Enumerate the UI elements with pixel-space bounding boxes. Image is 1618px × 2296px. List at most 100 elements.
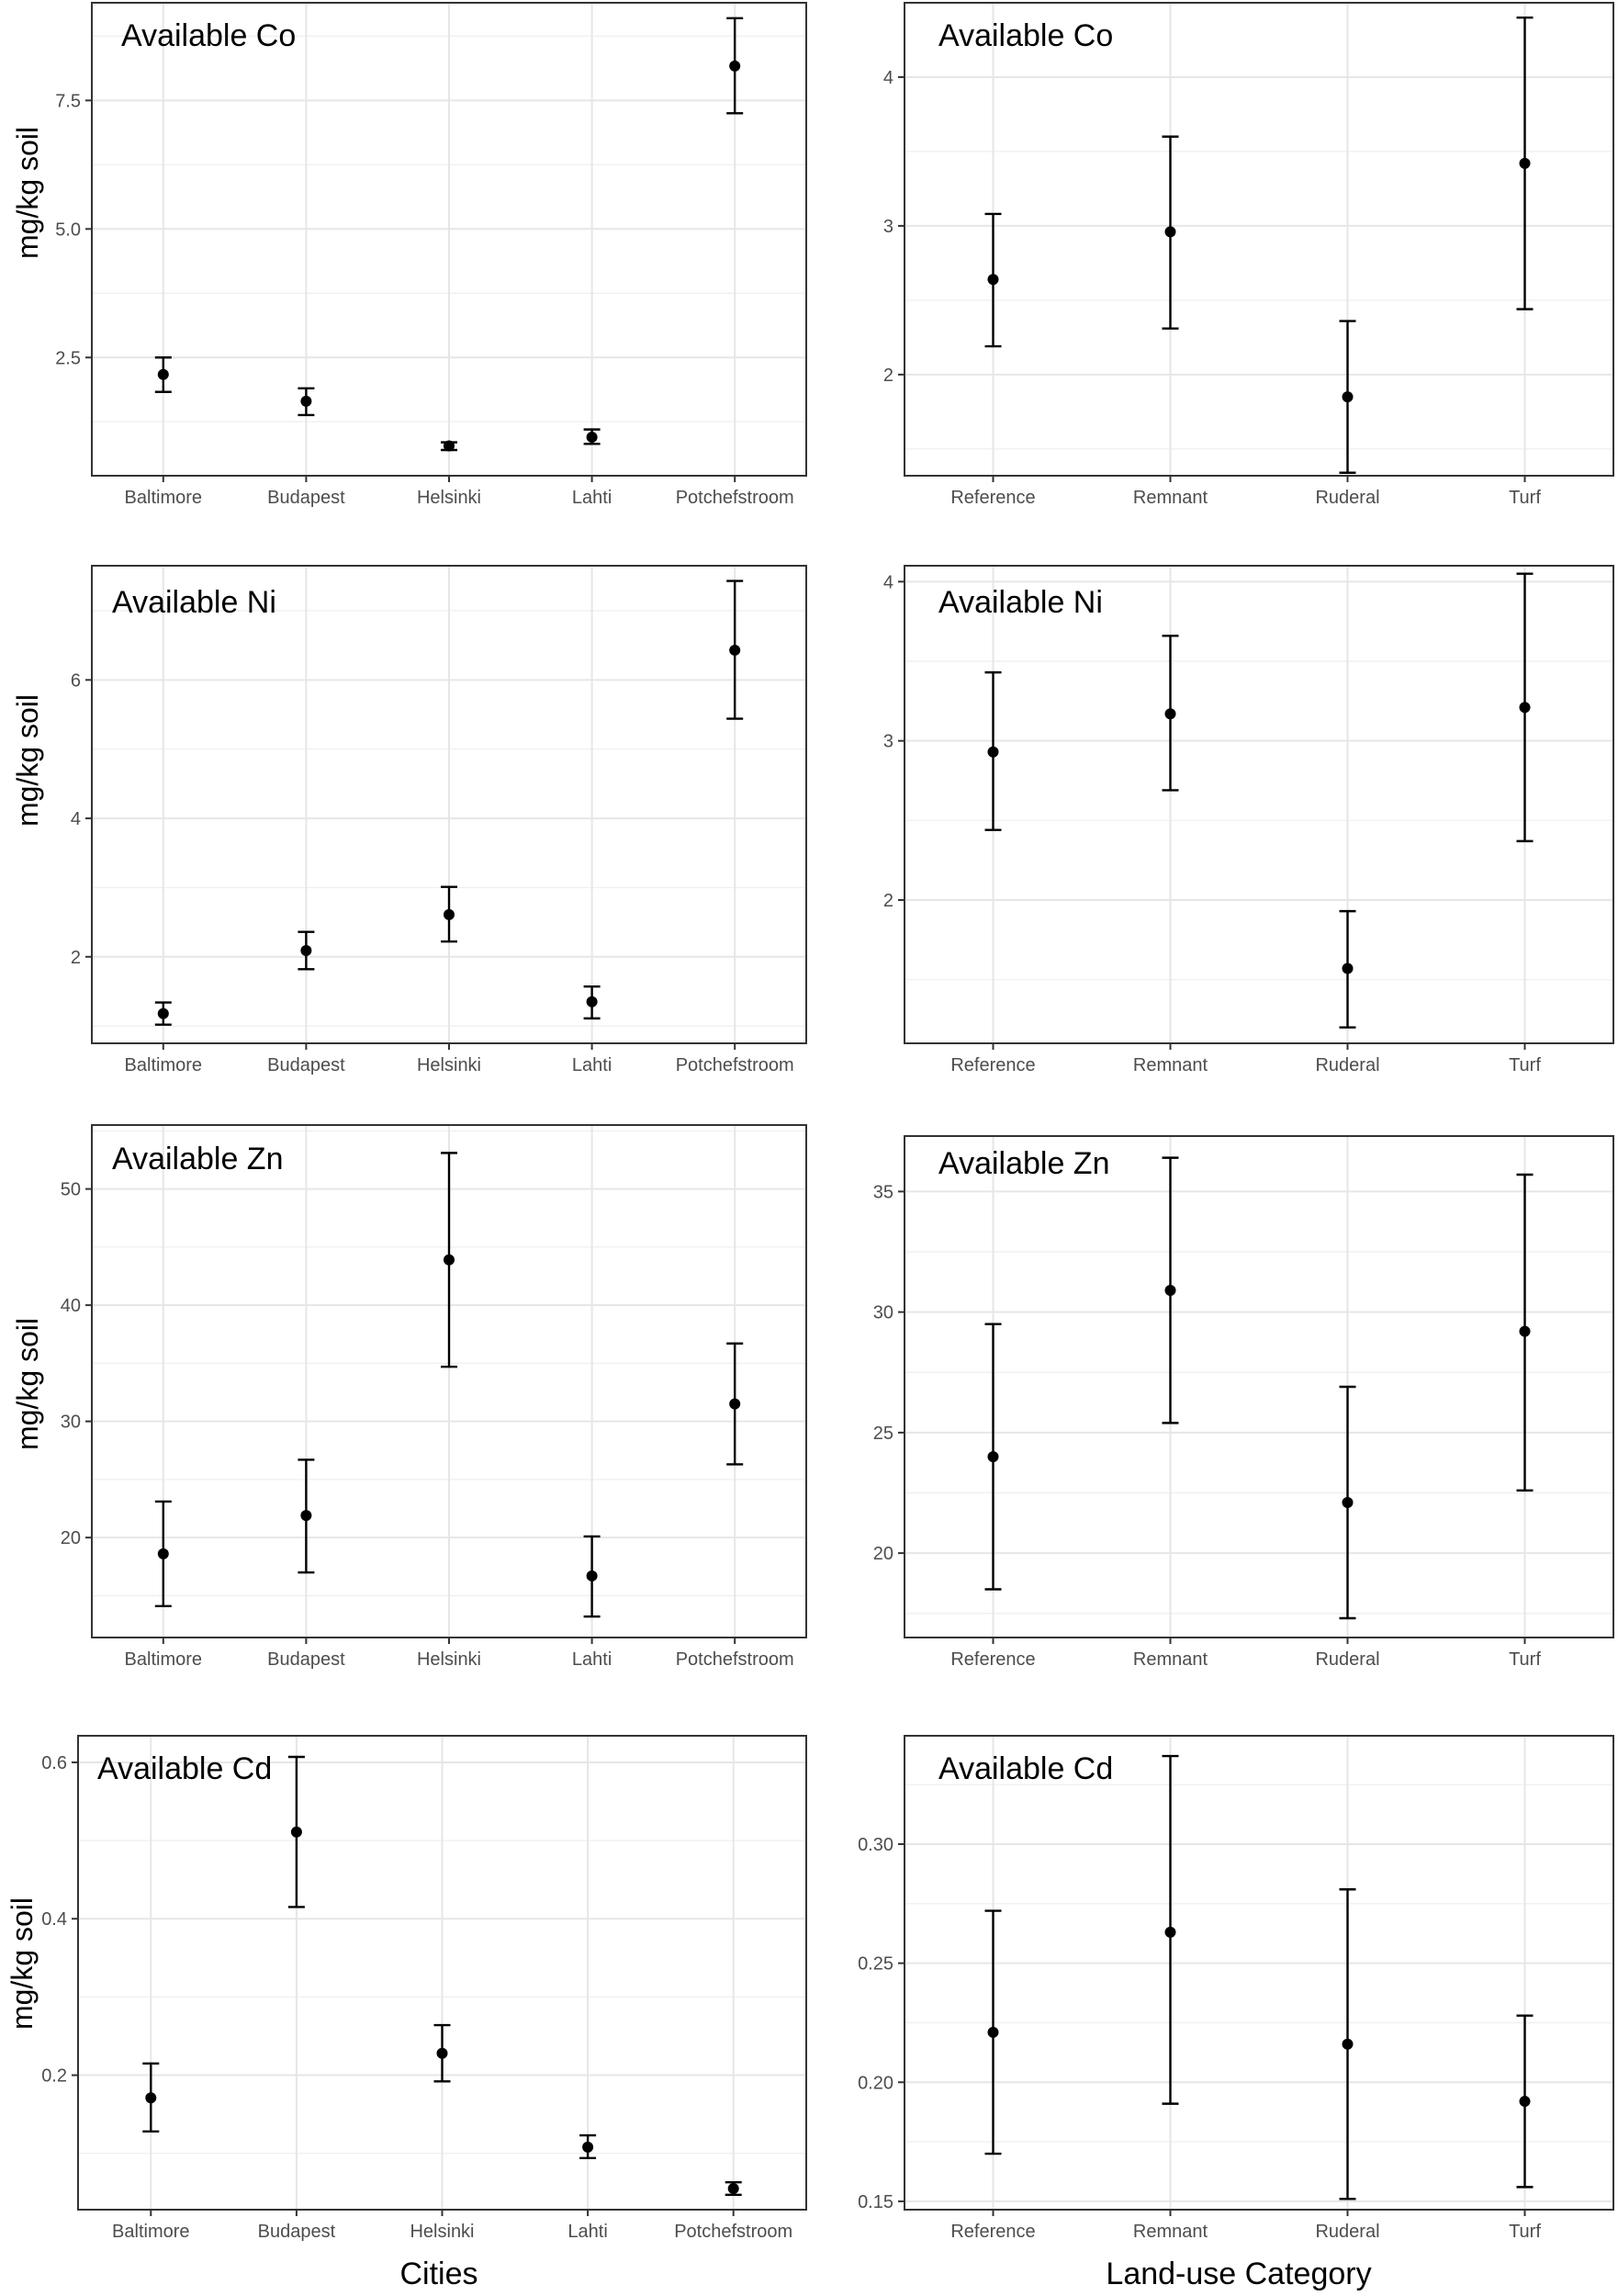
panel-co-landuse: 2 3 4 Reference Remnant Ruderal Turf Available … <box>883 2 1614 508</box>
data-point <box>1164 1285 1176 1296</box>
x-tick-label: Reference <box>950 1649 1035 1670</box>
data-point <box>586 1570 598 1581</box>
y-axis-label: mg/kg soil <box>6 1897 39 2030</box>
data-point <box>582 2141 594 2153</box>
x-tick-label: Ruderal <box>1315 1055 1379 1075</box>
panel-border <box>904 1735 1614 2211</box>
y-tick-label: 4 <box>71 809 81 829</box>
x-tick-label: Baltimore <box>125 1055 202 1075</box>
x-tick-label: Remnant <box>1133 488 1208 508</box>
y-tick-label: 0.4 <box>41 1909 67 1930</box>
y-tick-label: 0.30 <box>858 1835 893 1855</box>
panel-title: Available Cd <box>97 1751 272 1786</box>
data-point <box>1164 708 1176 720</box>
x-tick-label: Baltimore <box>112 2222 189 2242</box>
x-tick-label: Remnant <box>1133 1055 1208 1075</box>
x-tick-label: Helsinki <box>417 488 481 508</box>
x-tick-label: Helsinki <box>417 1055 481 1075</box>
panel-co-cities: 2.5 5.0 7.5 Baltimore Budapest Helsinki Lahti P… <box>11 2 807 508</box>
x-tick-label: Potchefstroom <box>676 1055 794 1075</box>
x-tick-label: Turf <box>1509 1055 1541 1075</box>
x-tick-label: Baltimore <box>125 1649 202 1670</box>
x-tick-label: Budapest <box>267 1055 345 1075</box>
data-point <box>987 1451 999 1463</box>
data-point <box>586 432 598 444</box>
y-tick-label: 30 <box>61 1412 81 1433</box>
panel-border <box>904 1135 1614 1638</box>
data-point <box>444 1254 455 1266</box>
x-axis-title-cities: Cities <box>399 2257 478 2291</box>
x-tick-label: Remnant <box>1133 1649 1208 1670</box>
x-tick-label: Potchefstroom <box>676 1649 794 1670</box>
x-tick-label: Ruderal <box>1315 1649 1379 1670</box>
y-tick-label: 25 <box>873 1424 893 1444</box>
panel-zn-cities: 20 30 40 50 Baltimore Budapest Helsinki Lahti Po… <box>11 1124 807 1670</box>
panel-ni-cities: 2 4 6 Baltimore Budapest Helsinki Lahti Potchef… <box>11 565 807 1075</box>
data-point <box>1519 702 1531 714</box>
data-point <box>1164 1926 1176 1938</box>
x-tick-label: Remnant <box>1133 2222 1208 2242</box>
x-tick-label: Reference <box>950 488 1035 508</box>
x-tick-label: Ruderal <box>1315 2222 1379 2242</box>
x-tick-label: Turf <box>1509 1649 1541 1670</box>
data-point <box>290 1826 302 1838</box>
y-tick-label: 0.25 <box>858 1954 893 1975</box>
y-tick-label: 2 <box>883 366 893 386</box>
y-tick-label: 4 <box>883 68 893 88</box>
data-point <box>444 908 455 920</box>
x-tick-label: Reference <box>950 1055 1035 1075</box>
y-tick-label: 2.5 <box>55 348 81 368</box>
data-point <box>729 644 741 656</box>
x-tick-label: Helsinki <box>417 1649 481 1670</box>
y-tick-label: 35 <box>873 1182 893 1202</box>
data-point <box>300 395 312 407</box>
y-axis-label: mg/kg soil <box>11 1318 44 1450</box>
y-tick-label: 0.15 <box>858 2192 893 2212</box>
data-point <box>987 274 999 286</box>
data-point <box>1519 1325 1531 1337</box>
y-axis-label: mg/kg soil <box>11 127 44 259</box>
data-point <box>1164 226 1176 238</box>
data-point <box>1342 2038 1354 2050</box>
panel-border <box>904 565 1614 1044</box>
data-point <box>1342 391 1354 403</box>
data-point <box>727 2183 739 2195</box>
x-tick-label: Budapest <box>267 488 345 508</box>
panel-title: Available Co <box>938 18 1113 53</box>
data-point <box>1342 962 1354 974</box>
panel-border <box>904 2 1614 477</box>
panel-cd-cities: 0.2 0.4 0.6 Baltimore Budapest Helsinki Lahti P… <box>6 1735 807 2242</box>
y-tick-label: 0.2 <box>41 2066 67 2087</box>
panel-title: Available Zn <box>938 1146 1110 1181</box>
y-tick-label: 3 <box>883 732 893 752</box>
y-tick-label: 50 <box>61 1180 81 1200</box>
data-point <box>729 1398 741 1410</box>
x-tick-label: Lahti <box>567 2222 607 2242</box>
data-point <box>987 746 999 758</box>
y-tick-label: 20 <box>61 1528 81 1548</box>
x-tick-label: Turf <box>1509 488 1541 508</box>
data-point <box>145 2092 157 2104</box>
data-point <box>586 996 598 1007</box>
data-point <box>987 2026 999 2038</box>
data-point <box>157 1007 169 1019</box>
y-tick-label: 6 <box>71 670 81 691</box>
y-tick-label: 30 <box>873 1303 893 1323</box>
x-tick-label: Budapest <box>258 2222 336 2242</box>
panel-title: Available Co <box>121 18 296 53</box>
x-tick-label: Baltimore <box>125 488 202 508</box>
y-tick-label: 0.20 <box>858 2073 893 2093</box>
panel-title: Available Ni <box>938 585 1103 620</box>
y-tick-label: 0.6 <box>41 1753 67 1773</box>
y-axis-label: mg/kg soil <box>11 694 44 827</box>
data-point <box>1342 1497 1354 1508</box>
data-point <box>300 945 312 957</box>
data-point <box>729 60 741 72</box>
y-tick-label: 40 <box>61 1296 81 1316</box>
panel-cd-landuse: 0.15 0.20 0.25 0.30 Reference Remnant Ruderal T… <box>858 1735 1614 2242</box>
panel-title: Available Zn <box>112 1142 284 1176</box>
data-point <box>300 1510 312 1522</box>
x-tick-label: Budapest <box>267 1649 345 1670</box>
y-tick-label: 2 <box>71 948 81 968</box>
x-tick-label: Potchefstroom <box>674 2222 792 2242</box>
